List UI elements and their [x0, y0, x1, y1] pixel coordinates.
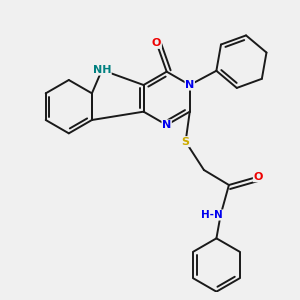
Text: S: S [182, 137, 190, 147]
Text: O: O [254, 172, 263, 182]
Text: NH: NH [93, 65, 111, 75]
Text: O: O [152, 38, 161, 48]
Text: N: N [162, 120, 171, 130]
Text: N: N [185, 80, 194, 90]
Text: H-N: H-N [201, 210, 223, 220]
